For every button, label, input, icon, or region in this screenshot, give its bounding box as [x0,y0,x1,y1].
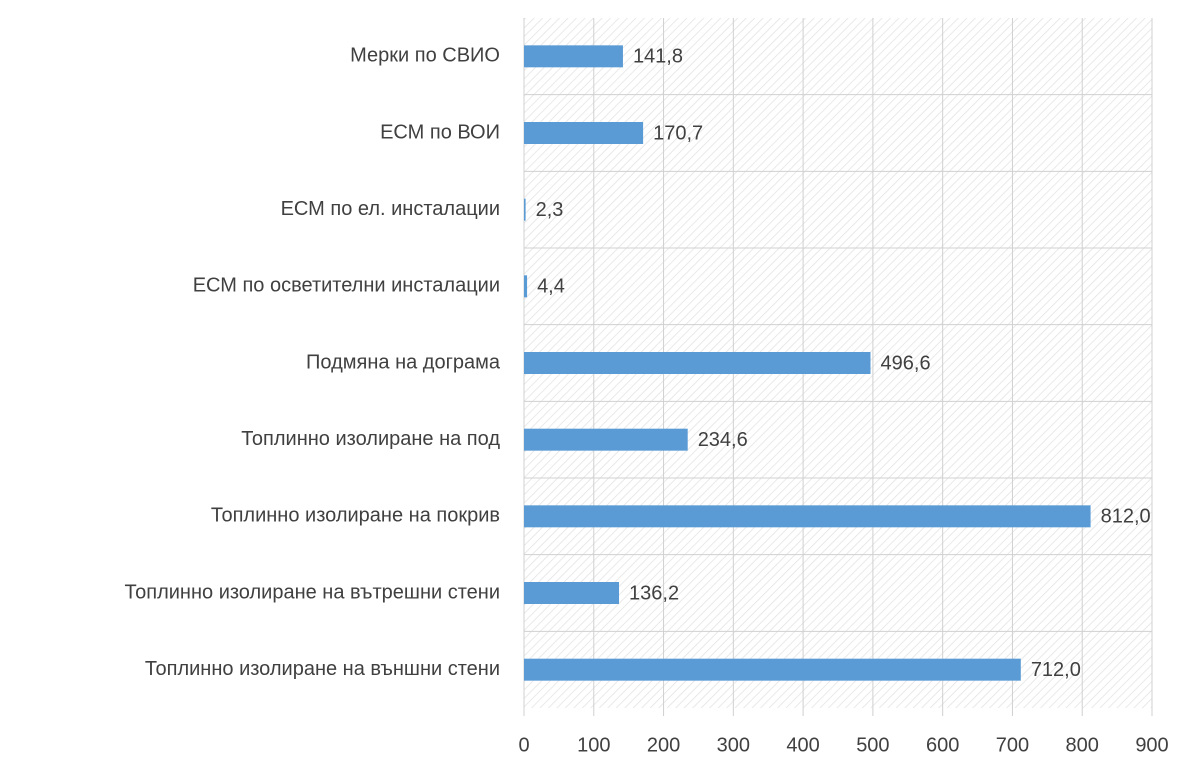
bar [524,428,688,451]
value-label: 4,4 [537,276,565,298]
bar [524,658,1021,681]
value-label: 496,6 [881,352,931,374]
bar [524,198,526,221]
y-tick-label: Топлинно изолиране на външни стени [145,658,500,680]
y-tick-label: Топлинно изолиране на под [241,428,500,450]
bar [524,45,623,68]
value-label: 141,8 [633,46,683,68]
value-label: 170,7 [653,122,703,144]
value-label: 136,2 [629,582,679,604]
value-label: 234,6 [698,429,748,451]
value-label: 2,3 [536,199,564,221]
x-tick-label: 600 [926,734,959,756]
y-tick-label: ЕСМ по ел. инсталации [281,198,500,220]
y-tick-label: ЕСМ по осветителни инсталации [193,275,500,297]
y-tick-label: Мерки по СВИО [350,45,500,67]
bar [524,122,644,144]
bar [524,352,871,374]
x-tick-label: 800 [1066,734,1099,756]
x-tick-label: 700 [996,734,1029,756]
x-tick-label: 500 [856,734,889,756]
y-tick-label: Подмяна на дограма [306,351,501,373]
value-label: 712,0 [1031,659,1081,681]
value-label: 812,0 [1101,506,1151,528]
bar [524,275,528,298]
bar [524,582,620,604]
x-tick-label: 900 [1135,734,1168,756]
y-tick-label: ЕСМ по ВОИ [380,121,500,143]
x-tick-label: 100 [577,734,610,756]
x-tick-label: 300 [717,734,750,756]
x-tick-label: 0 [518,734,529,756]
x-tick-label: 200 [647,734,680,756]
y-tick-label: Топлинно изолиране на покрив [211,505,500,527]
x-tick-label: 400 [786,734,819,756]
y-tick-label: Топлинно изолиране на вътрешни стени [124,581,500,603]
bar [524,505,1091,528]
